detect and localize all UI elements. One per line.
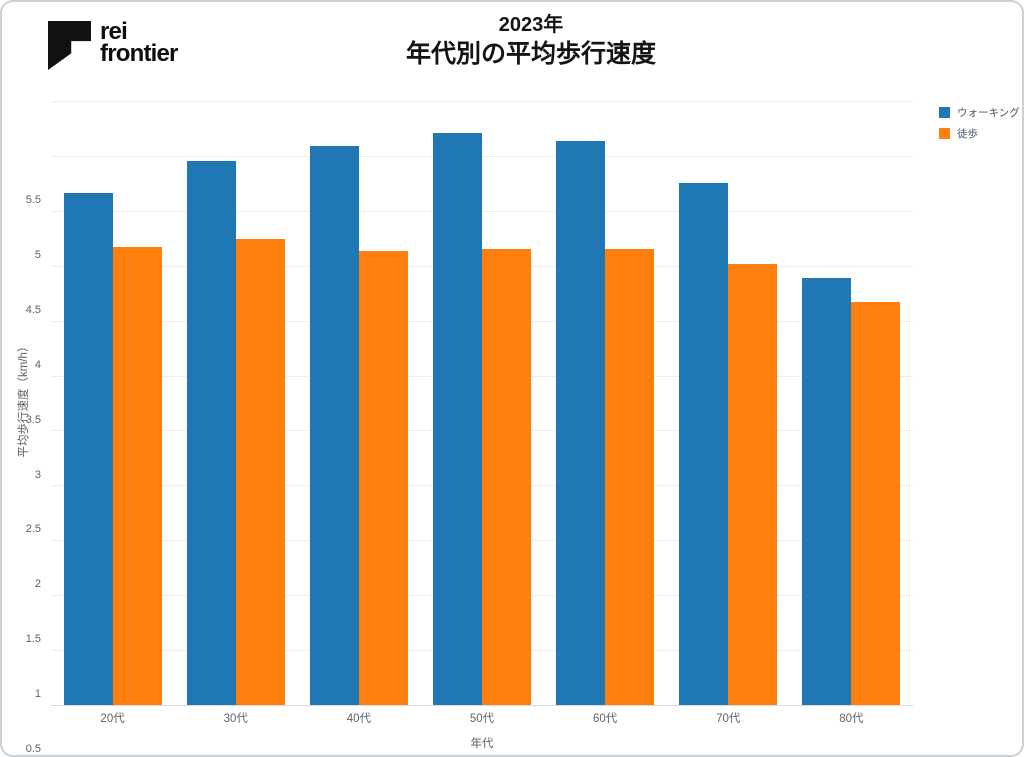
y-tick-label: 3 xyxy=(34,468,41,481)
y-tick-label: 0.5 xyxy=(25,743,41,756)
legend-item-ウォーキング[interactable]: ウォーキング xyxy=(939,105,1020,120)
x-axis-line xyxy=(51,705,913,706)
brand-line-2: frontier xyxy=(100,40,178,68)
y-tick-label: 1.5 xyxy=(25,633,41,646)
bar-group-30代 xyxy=(174,161,297,705)
y-tick-label: 2 xyxy=(34,578,41,591)
x-tick-label-20代: 20代 xyxy=(100,713,125,725)
bar-group-20代 xyxy=(51,193,174,705)
x-axis-title: 年代 xyxy=(470,738,494,750)
x-tick-label-70代: 70代 xyxy=(716,713,741,725)
y-tick-label: 2.5 xyxy=(25,523,41,536)
x-tick-label-80代: 80代 xyxy=(839,713,864,725)
brand-line-1: rei xyxy=(100,18,128,45)
gridline xyxy=(51,155,913,157)
bar-ウォーキング-70代[interactable] xyxy=(679,183,729,705)
bar-group-40代 xyxy=(297,146,420,705)
x-tick-label-40代: 40代 xyxy=(346,713,371,725)
bar-徒歩-50代[interactable] xyxy=(481,249,531,705)
gridline xyxy=(51,101,913,102)
bar-ウォーキング-60代[interactable] xyxy=(556,140,606,705)
y-tick-label: 5.5 xyxy=(25,194,41,206)
legend: ウォーキング 徒歩 xyxy=(939,105,1020,141)
y-tick-label: 5 xyxy=(34,248,41,261)
y-tick-label: 1 xyxy=(34,688,41,701)
bar-ウォーキング-30代[interactable] xyxy=(186,161,236,705)
chart-title-block: 2023年 年代別の平均歩行速度 xyxy=(21,13,1022,71)
y-tick-label: 4.5 xyxy=(25,303,41,316)
bar-group-50代 xyxy=(420,132,543,705)
x-tick-label-60代: 60代 xyxy=(592,713,618,725)
y-tick-labels: 00.511.522.533.544.555.5 xyxy=(2,101,44,755)
x-axis-labels: 20代 30代 40代 50代 60代 70代 80代 xyxy=(51,710,913,726)
bar-group-80代 xyxy=(790,277,913,705)
bar-徒歩-40代[interactable] xyxy=(358,251,408,705)
chart-title-main: 年代別の平均歩行速度 xyxy=(405,40,656,68)
gridline xyxy=(51,210,913,212)
bar-ウォーキング-20代[interactable] xyxy=(63,193,113,705)
brand-name: rei frontier xyxy=(100,18,178,68)
chart-title-year: 2023年 xyxy=(498,14,564,36)
legend-swatch-icon xyxy=(939,128,950,139)
bar-group-70代 xyxy=(667,183,790,705)
plot-area xyxy=(51,101,913,706)
bar-groups xyxy=(51,101,913,705)
legend-swatch-icon xyxy=(939,107,950,118)
bar-ウォーキング-80代[interactable] xyxy=(802,277,852,705)
legend-label: ウォーキング xyxy=(957,107,1020,119)
legend-item-徒歩[interactable]: 徒歩 xyxy=(939,126,1020,141)
legend-label: 徒歩 xyxy=(957,128,978,140)
bar-徒歩-80代[interactable] xyxy=(851,301,901,705)
x-tick-label-50代: 50代 xyxy=(469,713,495,725)
bar-徒歩-30代[interactable] xyxy=(235,239,285,705)
y-tick-label: 4 xyxy=(34,358,41,371)
brand-logo: rei frontier xyxy=(48,18,178,70)
bar-徒歩-20代[interactable] xyxy=(112,247,162,705)
bar-徒歩-70代[interactable] xyxy=(728,263,778,705)
bar-徒歩-60代[interactable] xyxy=(605,249,655,705)
y-tick-label: 3.5 xyxy=(25,413,41,426)
bar-group-60代 xyxy=(544,140,667,705)
x-tick-label-30代: 30代 xyxy=(223,713,248,725)
bar-ウォーキング-40代[interactable] xyxy=(309,146,359,705)
bar-ウォーキング-50代[interactable] xyxy=(432,132,482,705)
